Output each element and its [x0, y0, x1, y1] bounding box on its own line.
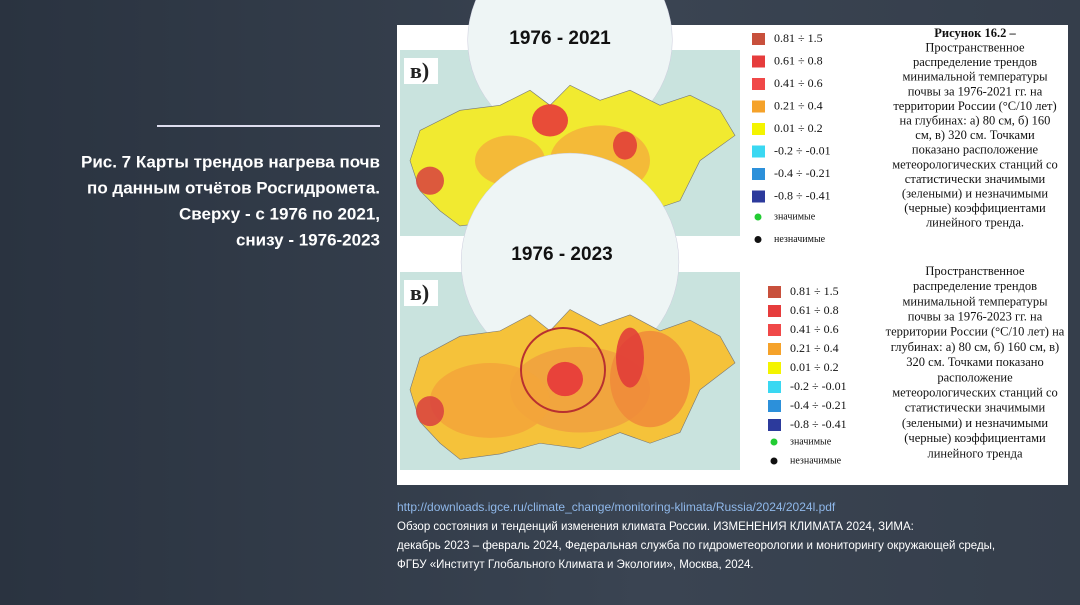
description-line: территории России (°С/10 лет) на: [886, 325, 1065, 339]
description-line: (зелеными) и незначимыми: [902, 416, 1048, 430]
legend-label: 0.01 ÷ 0.2: [774, 121, 823, 135]
legend-label: 0.61 ÷ 0.8: [774, 53, 823, 67]
legend-swatch: [752, 145, 765, 158]
label-box: [404, 280, 438, 306]
legend-label: 0.21 ÷ 0.4: [774, 98, 823, 112]
reference-line: ФГБУ «Институт Глобального Климата и Эко…: [397, 559, 754, 571]
legend-label: -0.8 ÷ -0.41: [774, 188, 831, 202]
source-link: http://downloads.igce.ru/climate_change/…: [397, 500, 836, 514]
legend-swatch: [768, 305, 781, 317]
legend-swatch: [752, 78, 765, 90]
description-line: Пространственное: [925, 264, 1025, 278]
map-label: в): [410, 280, 429, 305]
marker-dot: [770, 457, 778, 465]
description-line: почвы за 1976-2021 гг. на: [908, 84, 1043, 98]
legend-label: -0.4 ÷ -0.21: [790, 398, 847, 412]
legend-label: 0.81 ÷ 1.5: [774, 31, 823, 45]
marker-label: значимые: [774, 211, 816, 222]
trend-area: [616, 327, 644, 388]
trend-area: [532, 104, 568, 137]
legend-label: 0.41 ÷ 0.6: [774, 76, 823, 90]
description-line: расположение: [937, 370, 1013, 384]
reference-line: декабрь 2023 – февраль 2024, Федеральная…: [397, 540, 995, 552]
description-line: на глубинах: а) 80 см, б) 160: [900, 113, 1051, 127]
trend-area: [430, 362, 550, 438]
legend-swatch: [768, 324, 781, 336]
map: в): [400, 152, 740, 470]
description-line: метеорологических станций со: [892, 385, 1058, 399]
description-line: распределение трендов: [913, 55, 1037, 69]
legend-swatch: [768, 343, 781, 355]
legend-label: -0.2 ÷ -0.01: [790, 379, 847, 393]
legend-label: -0.4 ÷ -0.21: [774, 166, 831, 180]
description-line: 320 см. Точками показано: [906, 355, 1043, 369]
description-line: линейного тренда.: [926, 216, 1024, 230]
description-line: минимальной температуры: [903, 294, 1049, 308]
legend-swatch: [752, 33, 765, 45]
legend-label: 0.41 ÷ 0.6: [790, 322, 839, 336]
legend-swatch: [768, 286, 781, 298]
marker-dot: [754, 213, 762, 221]
trend-area: [547, 361, 583, 397]
legend-label: -0.2 ÷ -0.01: [774, 143, 831, 157]
legend-label: -0.8 ÷ -0.41: [790, 417, 847, 431]
description-line: линейного тренда: [928, 446, 1023, 460]
legend-label: 0.01 ÷ 0.2: [790, 360, 839, 374]
trend-area: [416, 396, 444, 427]
marker-label: незначимые: [774, 234, 826, 245]
description-line: см, в) 320 см. Точками: [915, 128, 1035, 142]
caption-line: Сверху - с 1976 по 2021,: [179, 204, 380, 223]
highlight-circle: [520, 327, 606, 413]
caption-line: по данным отчётов Росгидромета.: [87, 178, 380, 197]
legend-swatch: [752, 100, 765, 113]
legend-swatch: [752, 190, 765, 203]
description-line: (зелеными) и незначимыми: [902, 186, 1048, 200]
legend-swatch: [768, 381, 781, 393]
map-label: в): [410, 58, 429, 83]
legend-swatch: [768, 362, 781, 374]
marker-dot: [754, 236, 762, 243]
description-line: показано расположение: [912, 143, 1039, 157]
legend-swatch: [768, 419, 781, 431]
caption-line: снизу - 1976-2023: [236, 230, 380, 249]
map-title: 1976 - 2021: [509, 28, 611, 49]
legend-swatch: [752, 55, 765, 68]
description-line: глубинах: а) 80 см, б) 160 см, в): [891, 340, 1059, 354]
description-line: распределение трендов: [913, 279, 1037, 293]
description-line: почвы за 1976-2023 гг. на: [908, 309, 1043, 323]
legend-swatch: [752, 123, 765, 135]
trend-area: [416, 166, 444, 195]
caption-line: Рис. 7 Карты трендов нагрева почв: [81, 152, 380, 171]
map-title: 1976 - 2023: [511, 244, 612, 265]
description-line: минимальной температуры: [903, 70, 1049, 84]
description-line: статистически значимыми: [905, 172, 1046, 186]
reference-line: Обзор состояния и тенденций изменения кл…: [397, 521, 914, 533]
legend-label: 0.21 ÷ 0.4: [790, 341, 839, 355]
legend-swatch: [752, 168, 765, 180]
marker-label: значимые: [790, 436, 832, 447]
marker-dot: [770, 438, 778, 446]
legend-label: 0.61 ÷ 0.8: [790, 303, 839, 317]
description-line: (черные) коэффициентами: [904, 201, 1046, 215]
trend-area: [613, 131, 637, 160]
legend-swatch: [768, 400, 781, 412]
marker-label: незначимые: [790, 455, 842, 466]
description-line: (черные) коэффициентами: [904, 431, 1046, 445]
description-line: метеорологических станций со: [892, 157, 1058, 171]
description-line: Рисунок 16.2 –: [934, 26, 1016, 40]
description-line: статистически значимыми: [905, 401, 1046, 415]
description-line: территории России (°С/10 лет): [893, 99, 1056, 113]
legend-label: 0.81 ÷ 1.5: [790, 284, 839, 298]
label-box: [404, 58, 438, 84]
description-line: Пространственное: [925, 40, 1025, 54]
